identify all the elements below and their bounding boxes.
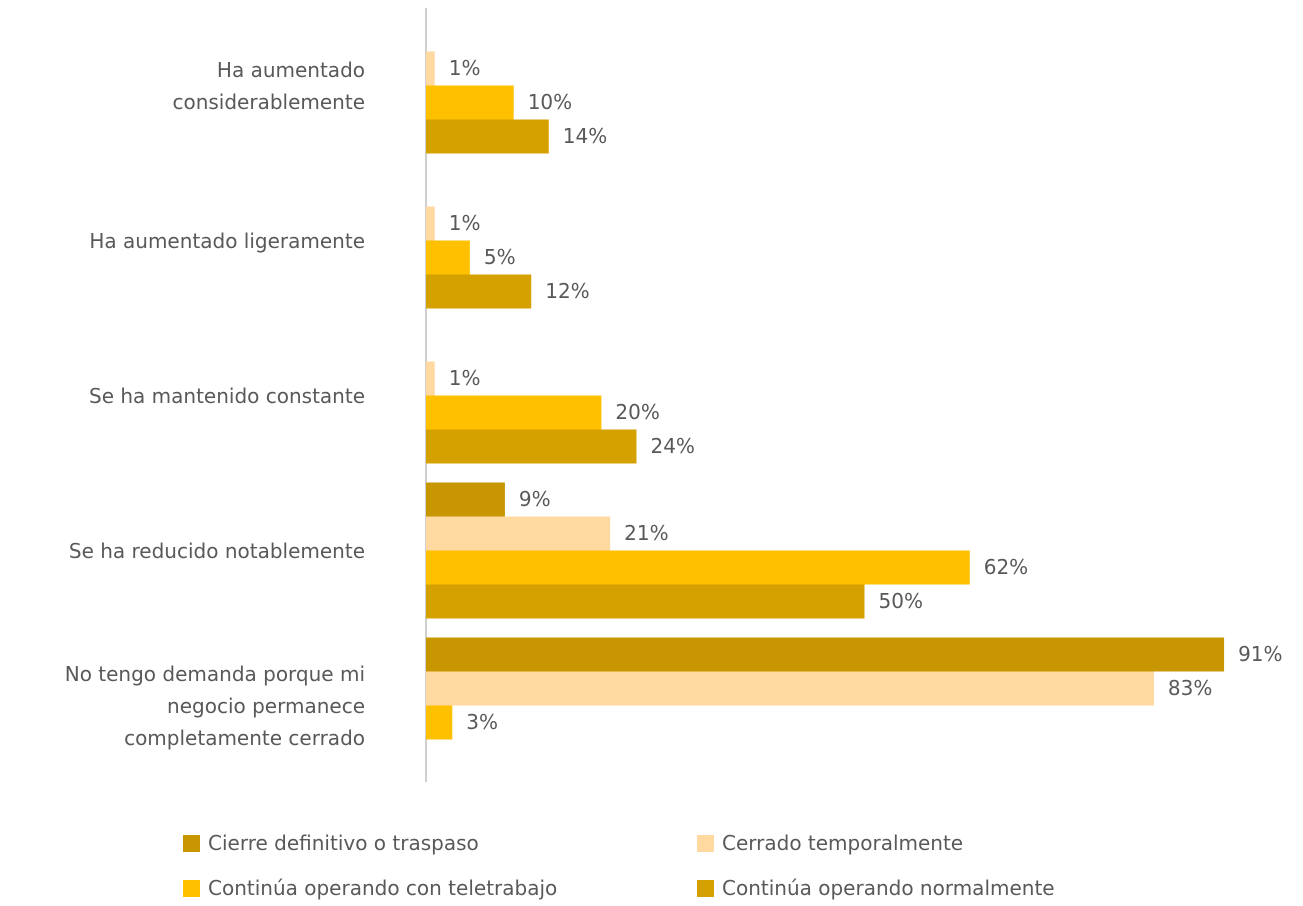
legend-item: Continúa operando con teletrabajo — [183, 876, 557, 900]
category-label: Se ha reducido notablemente — [68, 538, 365, 563]
category-label: Ha aumentado considerablemente — [172, 57, 365, 114]
bar — [426, 206, 435, 241]
value-label: 50% — [879, 589, 923, 613]
value-label: 1% — [449, 56, 481, 80]
bar — [426, 550, 970, 585]
bar — [426, 429, 637, 464]
category-label: Se ha mantenido constante — [89, 383, 365, 408]
bar — [426, 705, 453, 740]
value-label: 3% — [466, 710, 498, 734]
legend-swatch — [697, 879, 714, 897]
bar — [426, 119, 549, 154]
legend-label: Continúa operando con teletrabajo — [208, 876, 558, 900]
value-label: 20% — [615, 400, 659, 424]
category-label: Ha aumentado ligeramente — [89, 228, 365, 253]
bar — [426, 637, 1225, 672]
legend-item: Cierre definitivo o traspaso — [183, 831, 479, 855]
value-label: 14% — [563, 124, 607, 148]
bar — [426, 395, 602, 430]
legend-label: Continúa operando normalmente — [722, 876, 1055, 900]
bar — [426, 482, 505, 517]
value-label: 62% — [984, 555, 1028, 579]
bar — [426, 584, 865, 619]
bar — [426, 85, 514, 120]
value-label: 5% — [484, 245, 516, 269]
legend-swatch — [183, 879, 200, 897]
legend-swatch — [183, 834, 200, 852]
legend-item: Cerrado temporalmente — [697, 831, 963, 855]
value-label: 1% — [449, 211, 481, 235]
bar — [426, 274, 532, 309]
legend-label: Cerrado temporalmente — [722, 831, 964, 855]
value-label: 12% — [545, 279, 589, 303]
value-label: 24% — [650, 434, 694, 458]
bar — [426, 671, 1154, 706]
value-label: 91% — [1238, 642, 1282, 666]
legend-label: Cierre definitivo o traspaso — [208, 831, 479, 855]
bar — [426, 516, 611, 551]
value-label: 21% — [624, 521, 668, 545]
bar — [426, 51, 435, 86]
value-label: 9% — [519, 487, 551, 511]
value-label: 83% — [1168, 676, 1212, 700]
value-label: 10% — [528, 90, 572, 114]
category-label: No tengo demanda porque mi negocio perma… — [64, 661, 365, 750]
legend-swatch — [697, 834, 714, 852]
legend-item: Continúa operando normalmente — [697, 876, 1055, 900]
value-label: 1% — [449, 366, 481, 390]
bar — [426, 240, 470, 275]
bar — [426, 361, 435, 396]
